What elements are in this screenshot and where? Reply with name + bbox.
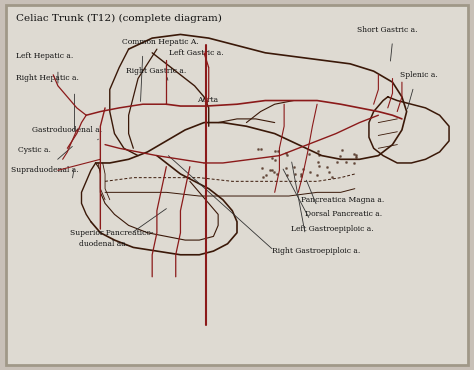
- FancyBboxPatch shape: [6, 5, 468, 365]
- Point: [314, 159, 322, 165]
- Text: Common Hepatic A.: Common Hepatic A.: [121, 38, 198, 46]
- Text: duodenal aa.: duodenal aa.: [79, 240, 128, 248]
- Point: [271, 157, 279, 163]
- Text: Splenic a.: Splenic a.: [400, 71, 438, 79]
- Point: [257, 146, 264, 152]
- Point: [266, 167, 274, 173]
- Point: [283, 150, 290, 156]
- Text: Dorsal Pancreatic a.: Dorsal Pancreatic a.: [305, 210, 383, 218]
- Point: [270, 169, 277, 175]
- Point: [254, 146, 262, 152]
- Point: [283, 152, 291, 158]
- Point: [283, 172, 291, 178]
- Point: [268, 155, 276, 161]
- Point: [351, 160, 358, 166]
- Point: [271, 148, 279, 154]
- Text: Aorta: Aorta: [197, 96, 218, 104]
- Point: [305, 151, 313, 157]
- Text: Cystic a.: Cystic a.: [18, 146, 51, 154]
- Text: Right Hepatic a.: Right Hepatic a.: [16, 74, 78, 83]
- Point: [316, 163, 323, 169]
- Point: [313, 172, 321, 178]
- Text: Celiac Trunk (T12) (complete diagram): Celiac Trunk (T12) (complete diagram): [16, 14, 221, 23]
- Point: [350, 151, 358, 157]
- Point: [338, 147, 346, 153]
- Point: [342, 159, 349, 165]
- Point: [307, 169, 314, 175]
- Point: [274, 148, 282, 154]
- Text: Left Gastroepiploic a.: Left Gastroepiploic a.: [291, 225, 374, 233]
- Text: Short Gastric a.: Short Gastric a.: [357, 26, 418, 34]
- Point: [262, 172, 270, 178]
- Text: Left Gastric a.: Left Gastric a.: [169, 48, 223, 57]
- Point: [328, 174, 336, 179]
- Point: [298, 171, 305, 177]
- Point: [352, 154, 360, 160]
- Point: [300, 166, 307, 172]
- Text: Superior Pancreatico-: Superior Pancreatico-: [70, 229, 153, 236]
- Point: [314, 148, 322, 154]
- Point: [333, 159, 341, 165]
- Text: Right Gastric a.: Right Gastric a.: [126, 67, 186, 75]
- Point: [315, 152, 323, 158]
- Text: Gastroduodenal a.: Gastroduodenal a.: [32, 126, 102, 134]
- Point: [258, 165, 265, 171]
- Text: Pancreatica Magna a.: Pancreatica Magna a.: [301, 195, 384, 204]
- Point: [290, 164, 298, 170]
- Point: [259, 175, 266, 181]
- Point: [282, 165, 290, 171]
- Text: Left Hepatic a.: Left Hepatic a.: [16, 52, 73, 60]
- Point: [336, 153, 344, 159]
- Text: Right Gastroepiploic a.: Right Gastroepiploic a.: [273, 247, 361, 255]
- Point: [273, 171, 280, 176]
- Text: Supraduodenal a.: Supraduodenal a.: [11, 166, 78, 174]
- Point: [268, 167, 276, 173]
- Point: [326, 169, 333, 175]
- Point: [291, 171, 299, 177]
- Point: [323, 164, 330, 170]
- Point: [297, 174, 304, 179]
- Point: [353, 152, 360, 158]
